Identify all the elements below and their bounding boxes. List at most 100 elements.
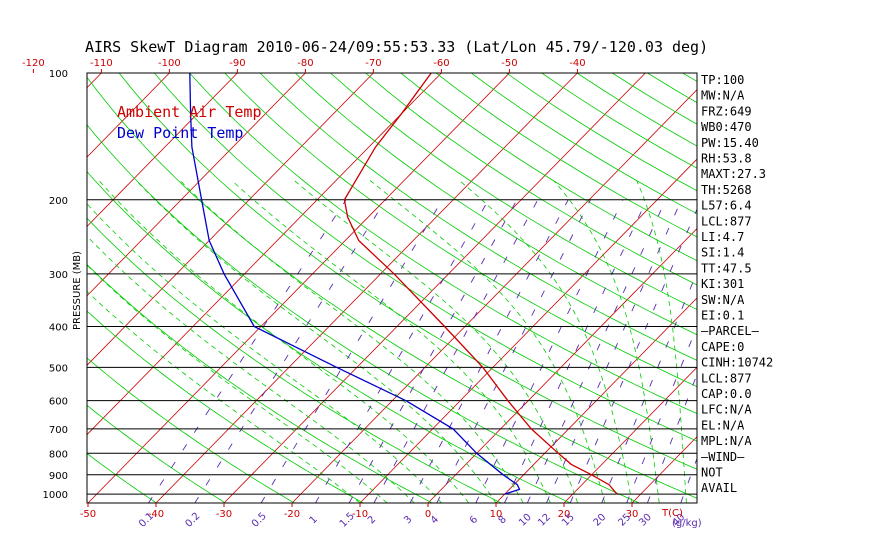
isotherm-line [291, 89, 697, 503]
bottom-temp-tick-label: -30 [216, 509, 232, 520]
mixing-ratio-line [436, 199, 591, 503]
top-temp-tick-label: -100 [158, 58, 181, 69]
sounding-index-label: TH:5268 [701, 183, 752, 197]
isotherm-line [223, 73, 646, 503]
moist-adiabat-line [135, 180, 497, 503]
dry-adiabat-line [87, 404, 226, 503]
top-temp-ticks: -120 -110 -100 -90 -80 -70 -60 -50 -40 [22, 58, 586, 73]
mixing-ratio-line [569, 208, 697, 503]
pressure-tick-label: 500 [49, 363, 68, 374]
mixing-ratio-tick-label: 8 [497, 514, 509, 526]
dry-adiabat-line [189, 73, 697, 415]
sounding-index-label: MPL:N/A [701, 434, 752, 448]
top-temp-tick-label: -60 [433, 58, 449, 69]
isotherm-line [427, 227, 697, 503]
sounding-index-label: PW:15.40 [701, 136, 759, 150]
mixing-ratio-line [475, 199, 624, 503]
dry-adiabat-line [294, 73, 697, 336]
dry-adiabat-line [87, 76, 697, 499]
isotherm-line [0, 73, 33, 503]
top-temp-tick-label: -120 [22, 58, 45, 69]
pressure-tick-label: 800 [49, 449, 68, 460]
dry-adiabat-line [259, 73, 697, 361]
grid-lines [0, 73, 870, 503]
bottom-temp-tick-label: 0 [425, 509, 431, 520]
sounding-index-label: RH:53.8 [701, 152, 752, 166]
mixing-ratio-line [148, 199, 347, 503]
bottom-temp-tick-label: 30 [626, 509, 639, 520]
sounding-index-label: KI:301 [701, 277, 744, 291]
dry-adiabat-line [87, 124, 640, 503]
sounding-index-label: LFC:N/A [701, 403, 752, 417]
bottom-temp-tick-label: -50 [80, 509, 96, 520]
moist-adiabat-line [98, 180, 470, 503]
pressure-tick-label: 100 [49, 69, 68, 80]
moist-adiabat-line [553, 180, 660, 503]
top-temp-tick-label: -90 [229, 58, 245, 69]
sounding-index-label: SW:N/A [701, 293, 745, 307]
sounding-index-label: —PARCEL— [701, 324, 760, 338]
sounding-index-label: L57:6.4 [701, 199, 752, 213]
isotherm-line [87, 73, 306, 297]
dry-adiabat-line [87, 171, 571, 503]
dry-adiabat-line [753, 73, 870, 503]
pressure-ticks: 100 200 300 400 500 600 700 800 900 1000 [43, 69, 68, 501]
isotherm-line [563, 366, 697, 503]
dry-adiabat-line [224, 73, 697, 388]
mixing-ratio-tick-label: 30 [637, 512, 654, 529]
dry-adiabat-line [118, 73, 697, 470]
dew-point-temp-line [189, 73, 521, 495]
pressure-tick-label: 400 [49, 323, 68, 334]
sounding-index-label: LCL:877 [701, 214, 752, 228]
mixing-ratio-line [526, 199, 667, 503]
sounding-index-label: WB0:470 [701, 120, 752, 134]
dry-adiabat-line [87, 263, 433, 503]
moist-adiabat-line [87, 235, 415, 503]
mixing-ratio-line [260, 199, 443, 503]
dry-adiabat-line [400, 73, 697, 262]
sounding-index-label: —WIND— [701, 450, 745, 464]
sounding-index-label: CAPE:0 [701, 340, 744, 354]
sounding-index-label: CAP:0.0 [701, 387, 752, 401]
bottom-temp-tick-label: -20 [284, 509, 300, 520]
dry-adiabat-line [435, 73, 697, 238]
mixing-ratio-line [504, 199, 648, 503]
moist-adiabat-line [369, 180, 606, 503]
isotherm-line [87, 73, 510, 503]
legend-dew-point-temp: Dew Point Temp [117, 124, 243, 142]
top-temp-tick-label: -110 [90, 58, 113, 69]
top-temp-tick-label: -80 [297, 58, 313, 69]
mixing-ratio-line [373, 199, 539, 503]
mixing-ratio-tick-label: 1 [308, 514, 320, 526]
pressure-tick-label: 700 [49, 425, 68, 436]
dry-adiabat-line [87, 453, 157, 503]
sounding-index-label: MW:N/A [701, 89, 745, 103]
isotherm-line [87, 73, 170, 158]
moist-adiabat-line [179, 180, 524, 503]
sounding-index-label: EI:0.1 [701, 309, 744, 323]
moist-adiabat-line [87, 264, 388, 503]
moist-adiabat-line [294, 180, 578, 503]
dry-adiabat-line [330, 73, 697, 310]
dry-adiabat-line [471, 73, 697, 215]
mixing-ratio-tick-label: 20 [592, 512, 609, 529]
dry-adiabat-line [87, 357, 295, 503]
ambient-air-temp-line [343, 73, 618, 495]
mixing-ratio-line [194, 199, 387, 503]
pressure-tick-label: 1000 [43, 490, 68, 501]
mixing-ratio-tick-label: 10 [517, 512, 534, 529]
bottom-temp-tick-label: 20 [558, 509, 571, 520]
mixing-ratio-tick-label: 2 [366, 514, 378, 526]
sounding-index-label: NOT [701, 466, 723, 480]
isotherm-line [155, 73, 578, 503]
plot-frame [86, 72, 698, 504]
dry-adiabat-line [365, 73, 697, 286]
sounding-index-label: TT:47.5 [701, 261, 752, 275]
sounding-index-label: SI:1.4 [701, 246, 744, 260]
bottom-temp-tick-label: -10 [352, 509, 368, 520]
data-series [189, 73, 618, 495]
sounding-index-label: CINH:10742 [701, 356, 773, 370]
sounding-index-label: LI:4.7 [701, 230, 744, 244]
